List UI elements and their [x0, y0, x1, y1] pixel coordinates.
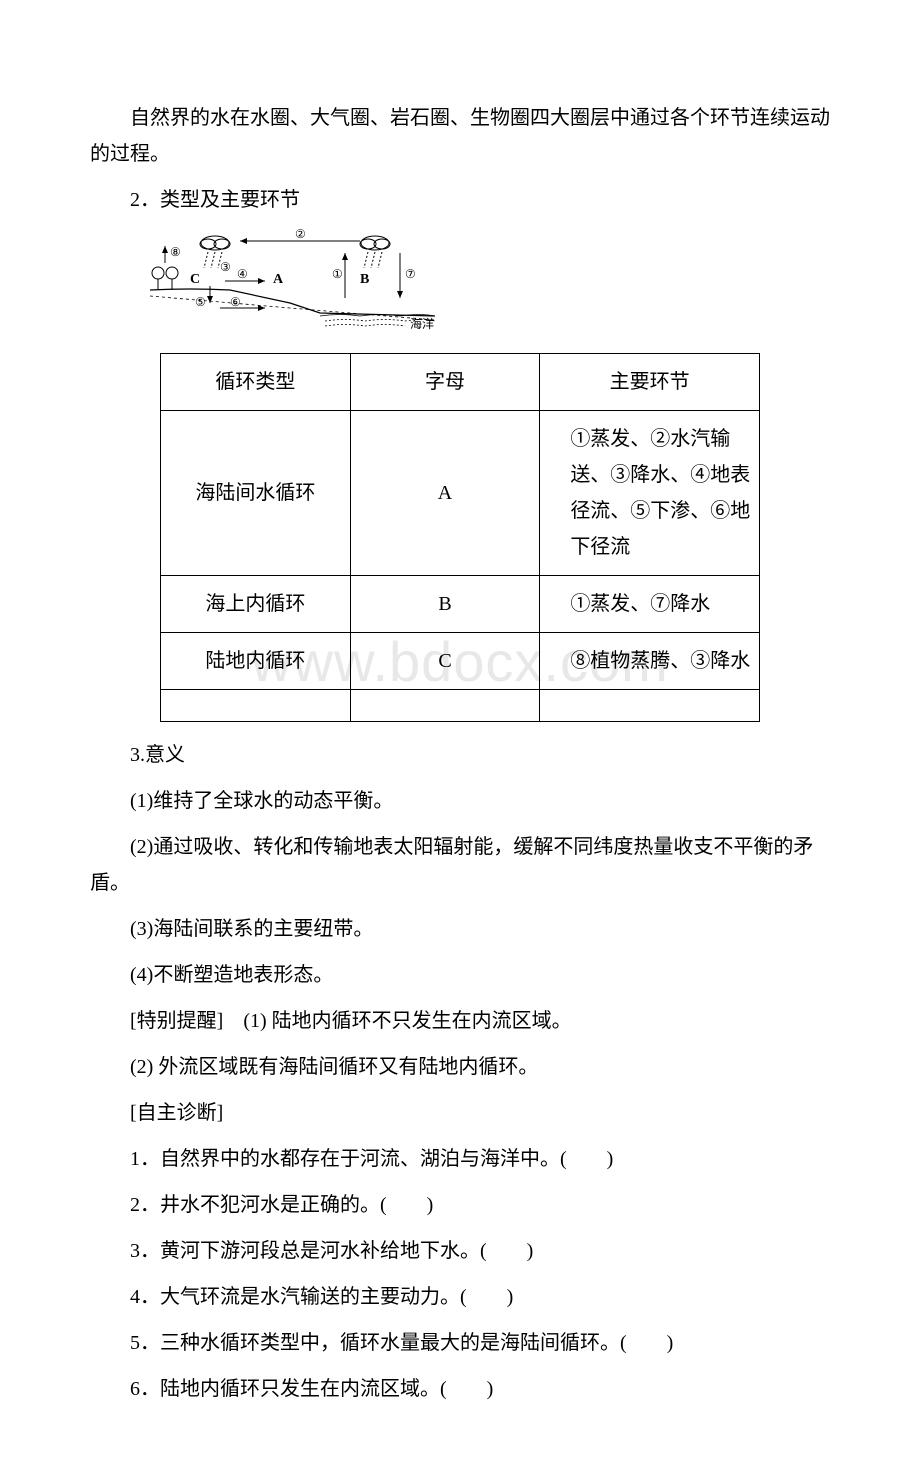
reminder-line: [特别提醒] (1) 陆地内循环不只发生在内流区域。 — [90, 1003, 830, 1039]
label-6: ⑥ — [230, 295, 241, 309]
ocean-label: 海洋 — [410, 316, 434, 331]
diagnosis-heading: [自主诊断] — [90, 1095, 830, 1131]
table-empty-row — [161, 690, 760, 722]
label-b: B — [360, 272, 369, 287]
label-3: ③ — [220, 260, 231, 274]
question-item: 3．黄河下游河段总是河水补给地下水。( ) — [90, 1233, 830, 1269]
table-row: 陆地内循环 C ⑧植物蒸腾、③降水 — [161, 633, 760, 690]
meaning-item: (4)不断塑造地表形态。 — [90, 957, 830, 993]
meaning-item: (1)维持了全球水的动态平衡。 — [90, 783, 830, 819]
reminder-item: (2) 外流区域既有海陆间循环又有陆地内循环。 — [90, 1049, 830, 1085]
label-7: ⑦ — [405, 267, 416, 281]
section3-heading: 3.意义 — [90, 737, 830, 773]
cloud-right-icon — [360, 236, 390, 250]
meaning-item: (2)通过吸收、转化和传输地表太阳辐射能，缓解不同纬度热量收支不平衡的矛盾。 — [90, 829, 830, 901]
label-8: ⑧ — [170, 245, 181, 259]
cycle-types-table: 循环类型 字母 主要环节 海陆间水循环 A ①蒸发、②水汽输送、③降水、④地表径… — [160, 353, 760, 722]
section2-heading: 2．类型及主要环节 — [90, 182, 830, 218]
trees-icon — [152, 267, 178, 290]
question-item: 2．井水不犯河水是正确的。( ) — [90, 1187, 830, 1223]
intro-text: 自然界的水在水圈、大气圈、岩石圈、生物圈四大圈层中通过各个环节连续运动的过程。 — [90, 100, 830, 172]
question-item: 4．大气环流是水汽输送的主要动力。( ) — [90, 1279, 830, 1315]
table-row: 海陆间水循环 A ①蒸发、②水汽输送、③降水、④地表径流、⑤下渗、⑥地下径流 — [161, 411, 760, 576]
cloud-left-icon — [200, 236, 230, 250]
label-5: ⑤ — [195, 295, 206, 309]
table-header-row: 循环类型 字母 主要环节 — [161, 354, 760, 411]
label-2: ② — [295, 228, 306, 241]
label-a: A — [273, 272, 284, 287]
question-item: 1．自然界中的水都存在于河流、湖泊与海洋中。( ) — [90, 1141, 830, 1177]
label-c: C — [190, 272, 200, 287]
question-item: 6．陆地内循环只发生在内流区域。( ) — [90, 1371, 830, 1407]
header-letter: 字母 — [350, 354, 540, 411]
water-cycle-diagram: ② ⑧ C ③ ④ A ⑤ ⑥ — [140, 228, 830, 338]
label-1: ① — [332, 267, 343, 281]
meaning-item: (3)海陆间联系的主要纽带。 — [90, 911, 830, 947]
table-row: 海上内循环 B ①蒸发、⑦降水 — [161, 576, 760, 633]
header-steps: 主要环节 — [540, 354, 760, 411]
label-4: ④ — [237, 267, 248, 281]
header-type: 循环类型 — [161, 354, 351, 411]
question-item: 5．三种水循环类型中，循环水量最大的是海陆间循环。( ) — [90, 1325, 830, 1361]
